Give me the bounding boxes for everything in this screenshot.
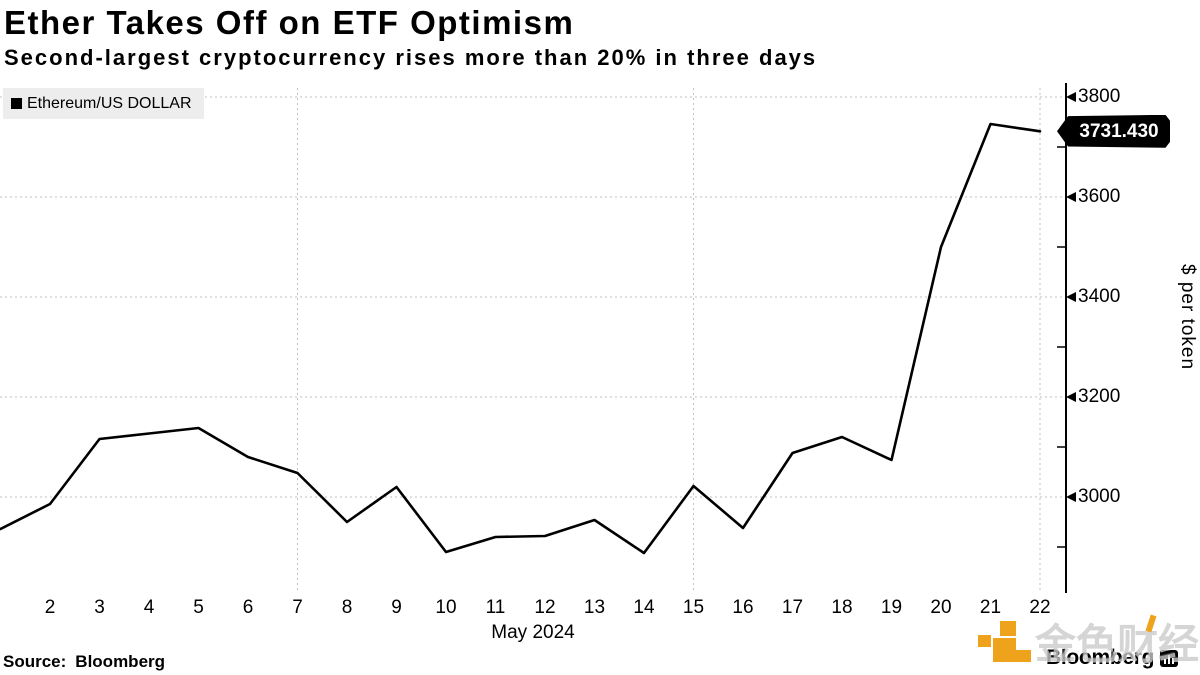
y-axis-unit-label: $ per token (1177, 264, 1198, 371)
source-name: Bloomberg (75, 652, 166, 671)
x-axis-tick-label: 13 (583, 597, 606, 618)
y-axis-tick-label: 3000 (1078, 486, 1121, 507)
x-axis-tick-label: 14 (633, 597, 655, 618)
x-axis-tick-label: 22 (1029, 597, 1051, 618)
x-axis-tick-label: 21 (979, 597, 1002, 618)
bloomberg-wordmark: Bloomberg (1046, 646, 1179, 670)
x-axis-tick-label: 5 (193, 597, 204, 618)
y-axis-tick-label: 3400 (1078, 286, 1121, 307)
x-axis-tick-label: 17 (781, 597, 804, 618)
x-axis-tick-label: 11 (485, 597, 506, 618)
x-axis-tick-label: 20 (930, 597, 952, 618)
x-axis-tick-label: 7 (292, 597, 303, 618)
x-axis-tick-label: 8 (341, 597, 353, 618)
bloomberg-name: Bloomberg (1046, 646, 1155, 669)
x-axis-tick-label: 15 (682, 597, 705, 618)
last-price-tag: 3731.430 (1057, 114, 1170, 148)
y-axis-tick-label: 3600 (1078, 186, 1121, 207)
x-axis-tick-label: 9 (391, 597, 402, 618)
legend-series-label: Ethereum/US DOLLAR (27, 94, 192, 112)
y-axis-tick-label: 3800 (1078, 86, 1121, 107)
legend: Ethereum/US DOLLAR (3, 88, 204, 119)
x-axis-tick-label: 19 (880, 597, 903, 618)
source-attribution: Source: Bloomberg (3, 652, 165, 672)
x-axis-tick-label: 3 (94, 597, 105, 618)
x-axis-tick-label: 2 (44, 597, 56, 618)
x-axis-tick-label: 10 (435, 597, 457, 618)
x-axis-tick-label: 16 (732, 597, 754, 618)
x-axis-month-label: May 2024 (491, 622, 575, 643)
x-axis-tick-label: 6 (242, 597, 254, 618)
chart-title: Ether Takes Off on ETF Optimism (4, 4, 575, 41)
source-prefix: Source: (3, 652, 67, 671)
x-axis-tick-label: 18 (831, 597, 853, 618)
chart-subtitle: Second-largest cryptocurrency rises more… (4, 45, 818, 70)
bloomberg-terminal-icon (1160, 649, 1179, 667)
x-axis-tick-label: 12 (534, 597, 556, 618)
series-swatch-icon (11, 98, 22, 109)
x-axis-tick-label: 4 (143, 597, 155, 618)
y-axis-tick-label: 3200 (1078, 386, 1121, 407)
